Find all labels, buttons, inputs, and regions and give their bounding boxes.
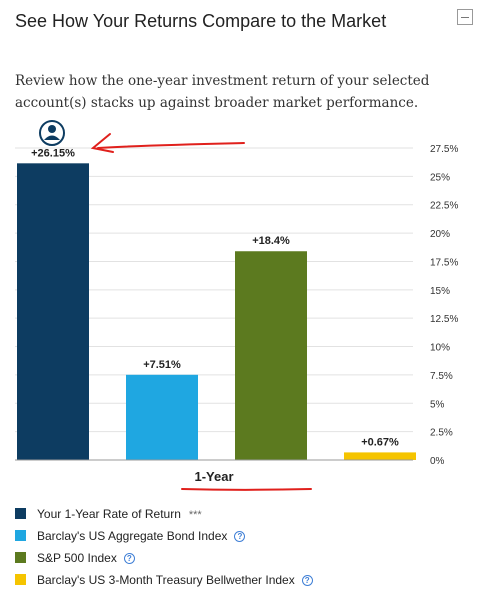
legend-label: Barclay's US Aggregate Bond Index [37,529,228,543]
chart-bars [17,163,416,461]
red-underline-annotation [181,488,312,491]
legend-item-treasury-index[interactable]: Barclay's US 3-Month Treasury Bellwether… [15,569,475,591]
bar-data-label: +18.4% [252,235,290,247]
question-circle-icon[interactable]: ? [123,553,135,564]
bar[interactable] [344,452,416,460]
question-circle-icon[interactable]: ? [234,531,246,542]
legend-label: Barclay's US 3-Month Treasury Bellwether… [37,573,295,587]
chart-legend: Your 1-Year Rate of Return *** Barclay's … [15,503,475,591]
bar-data-label: +26.15% [31,147,75,159]
legend-item-sp500[interactable]: S&P 500 Index? [15,547,475,569]
y-tick-label: 10% [430,343,450,354]
legend-note: *** [188,509,202,521]
y-tick-label: 15% [430,286,450,297]
y-tick-label: 5% [430,399,445,410]
legend-item-bond-index[interactable]: Barclay's US Aggregate Bond Index? [15,525,475,547]
question-circle-icon[interactable]: ? [301,575,313,586]
bar-data-labels: +26.15% +7.51% +18.4% +0.67% [31,147,399,448]
legend-swatch [15,552,26,563]
legend-swatch [15,574,26,585]
bar-data-label: +7.51% [143,359,181,371]
y-tick-label: 7.5% [430,371,453,382]
legend-label: S&P 500 Index [37,551,117,565]
bar-data-label: +0.67% [361,436,399,448]
legend-label: Your 1-Year Rate of Return [37,507,181,521]
widget-title: See How Your Returns Compare to the Mark… [15,11,387,31]
red-arrow-annotation [90,133,245,153]
collapse-icon[interactable] [457,9,473,25]
y-tick-label: 20% [430,229,450,240]
bar[interactable] [17,163,89,461]
widget-description: Review how the one-year investment retur… [15,73,430,111]
y-tick-label: 12.5% [430,314,458,325]
legend-item-your-return[interactable]: Your 1-Year Rate of Return *** [15,503,475,525]
legend-swatch [15,530,26,541]
y-tick-label: 27.5% [430,144,458,155]
legend-swatch [15,508,26,519]
bar[interactable] [235,251,307,460]
x-axis-label: 1-Year [194,469,233,484]
bar[interactable] [126,374,198,460]
y-tick-label: 0% [430,456,445,467]
y-axis-ticks: 0% 2.5% 5% 7.5% 10% 12.5% 15% 17.5% 20% 22.5% 25% 2… [430,144,458,467]
y-tick-label: 22.5% [430,201,458,212]
y-tick-label: 2.5% [430,428,453,439]
y-tick-label: 25% [430,172,450,183]
y-tick-label: 17.5% [430,257,458,268]
returns-bar-chart: 0% 2.5% 5% 7.5% 10% 12.5% 15% 17.5% 20% 22.5% 25% 2… [15,120,458,491]
user-avatar-icon [39,120,65,146]
